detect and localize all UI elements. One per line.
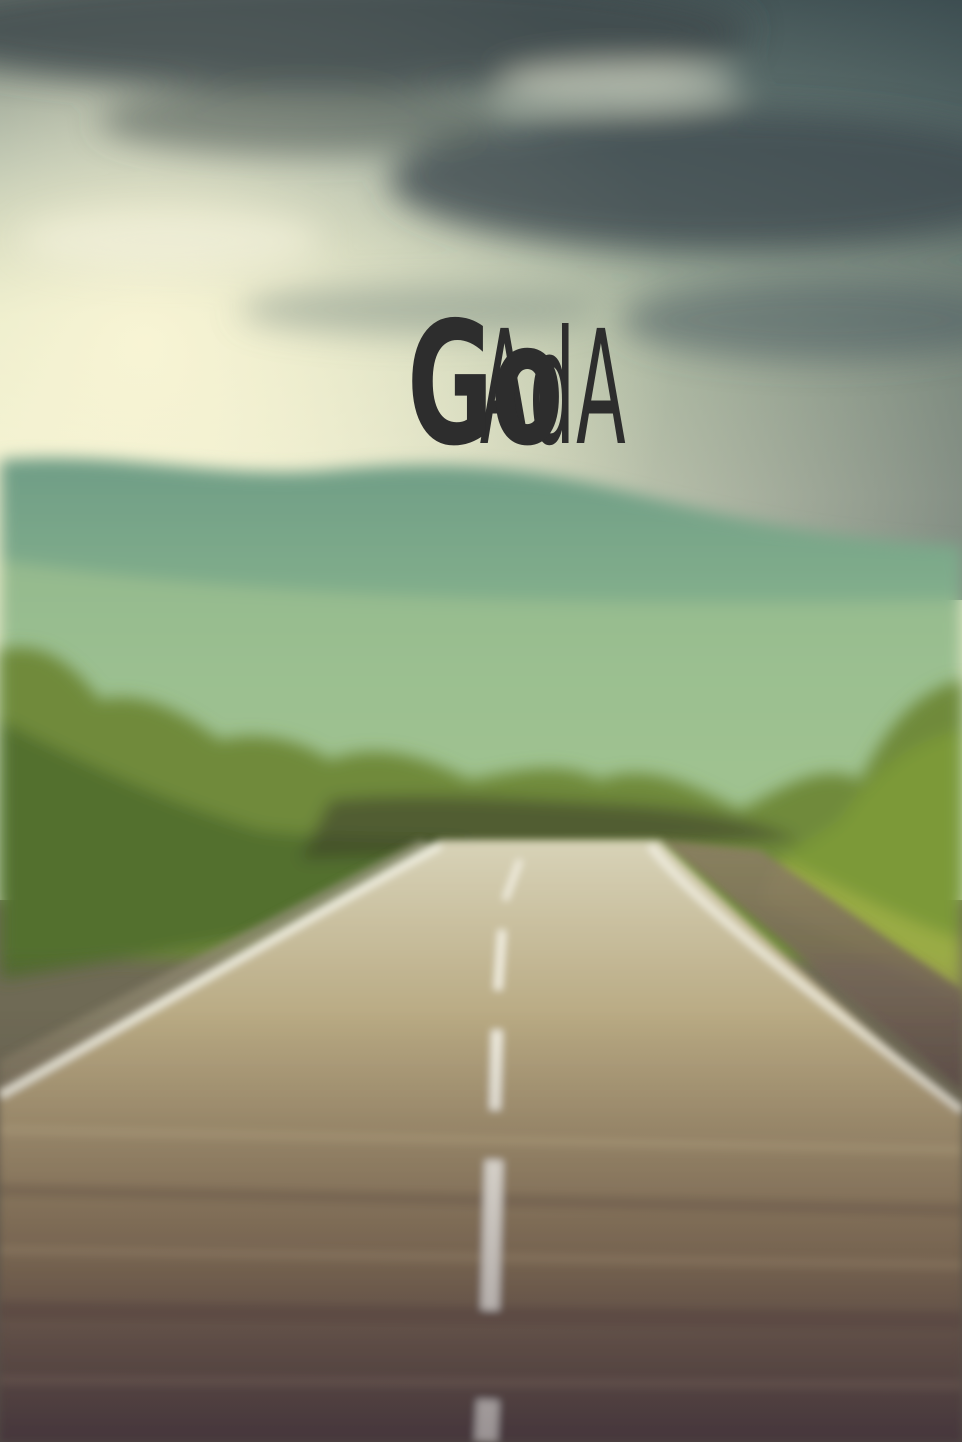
- logo-text-bold: Go: [406, 286, 563, 484]
- app-logo: AdAGo: [0, 300, 962, 470]
- logo-text-light: AdA: [479, 297, 627, 481]
